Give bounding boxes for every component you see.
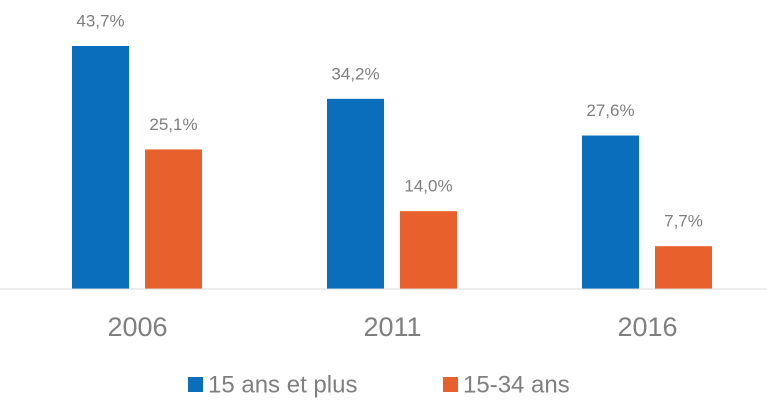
- legend-swatch: [188, 377, 203, 392]
- bar: [145, 149, 202, 289]
- value-label: 14,0%: [404, 177, 452, 196]
- bar: [72, 46, 129, 289]
- bar: [582, 135, 639, 289]
- legend-swatch: [443, 377, 458, 392]
- bar: [655, 246, 712, 289]
- bar: [400, 211, 457, 289]
- x-tick-label: 2006: [107, 312, 167, 342]
- value-label: 34,2%: [331, 64, 379, 83]
- value-label: 7,7%: [664, 212, 703, 231]
- legend-label: 15 ans et plus: [208, 371, 357, 398]
- x-tick-label: 2011: [363, 312, 421, 342]
- value-label: 43,7%: [76, 11, 124, 30]
- bar: [327, 98, 384, 290]
- value-label: 27,6%: [586, 101, 634, 120]
- legend-label: 15-34 ans: [463, 371, 570, 398]
- value-label: 25,1%: [149, 115, 197, 134]
- x-tick-label: 2016: [617, 312, 677, 342]
